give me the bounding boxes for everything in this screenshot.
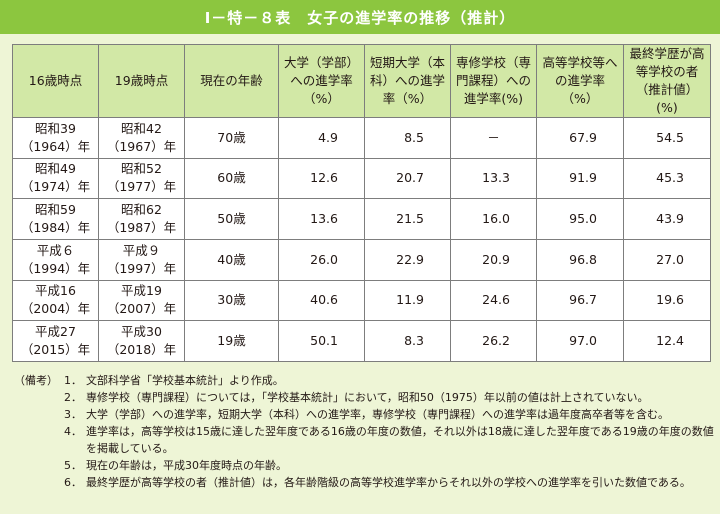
header-age19: 19歳時点 bbox=[98, 44, 185, 118]
cell-final-high-school: 12.4 bbox=[623, 320, 711, 362]
header-age16: 16歳時点 bbox=[12, 44, 99, 118]
cell-age16-year: 平成27 （2015）年 bbox=[12, 320, 99, 362]
cell-current-age: 30歳 bbox=[184, 279, 279, 322]
cell-junior-college: 8.3 bbox=[364, 320, 451, 362]
note-text: 最終学歴が高等学校の者（推計値）は，各年齢階級の高等学校進学率からそれ以外の学校… bbox=[86, 476, 691, 489]
enrollment-rate-table: 16歳時点 19歳時点 現在の年齢 大学（学部）への進学率（%） 短期大学（本科… bbox=[12, 44, 711, 362]
cell-final-high-school: 45.3 bbox=[623, 157, 711, 200]
cell-high-school: 97.0 bbox=[536, 320, 624, 362]
table-row: 昭和59 （1984）年 昭和62 （1987）年 50歳 13.6 21.5 16… bbox=[12, 198, 711, 240]
cell-final-high-school: 54.5 bbox=[623, 117, 711, 159]
header-special-school: 専修学校（専門課程）への進学率(%) bbox=[450, 44, 537, 118]
note-text: 文部科学省「学校基本統計」より作成。 bbox=[86, 374, 284, 387]
cell-high-school: 91.9 bbox=[536, 157, 624, 200]
note-item: 2． 専修学校（専門課程）については，「学校基本統計」において，昭和50（197… bbox=[14, 389, 714, 406]
cell-junior-college: 8.5 bbox=[364, 117, 451, 159]
cell-high-school: 96.7 bbox=[536, 279, 624, 322]
cell-special-school: 13.3 bbox=[450, 157, 537, 200]
cell-special-school: 24.6 bbox=[450, 279, 537, 322]
note-number: 6． bbox=[64, 476, 82, 489]
note-item: 4． 進学率は，高等学校は15歳に達した翌年度である16歳の年度の数値，それ以外… bbox=[14, 423, 714, 457]
note-item: （備考） 1． 文部科学省「学校基本統計」より作成。 bbox=[14, 372, 714, 389]
header-high-school: 高等学校等への進学率（%） bbox=[536, 44, 624, 118]
table-title: Ⅰ－特－８表 女子の進学率の推移（推計） bbox=[0, 0, 720, 34]
header-university: 大学（学部）への進学率（%） bbox=[278, 44, 365, 118]
table-row: 平成27 （2015）年 平成30 （2018）年 19歳 50.1 8.3 26.… bbox=[12, 320, 711, 362]
cell-junior-college: 22.9 bbox=[364, 238, 451, 281]
cell-age16-year: 平成16 （2004）年 bbox=[12, 279, 99, 322]
cell-current-age: 60歳 bbox=[184, 157, 279, 200]
table-row: 平成16 （2004）年 平成19 （2007）年 30歳 40.6 11.9 24… bbox=[12, 279, 711, 322]
cell-special-school: 20.9 bbox=[450, 238, 537, 281]
note-number: 5． bbox=[64, 459, 82, 472]
note-text: 大学（学部）への進学率，短期大学（本科）への進学率，専修学校（専門課程）への進学… bbox=[86, 408, 669, 421]
cell-university: 4.9 bbox=[278, 117, 365, 159]
cell-age19-year: 平成30 （2018）年 bbox=[98, 320, 185, 362]
cell-current-age: 50歳 bbox=[184, 198, 279, 240]
cell-final-high-school: 27.0 bbox=[623, 238, 711, 281]
note-item: 5． 現在の年齢は，平成30年度時点の年齢。 bbox=[14, 457, 714, 474]
table-row: 昭和49 （1974）年 昭和52 （1977）年 60歳 12.6 20.7 13… bbox=[12, 157, 711, 200]
note-item: 6． 最終学歴が高等学校の者（推計値）は，各年齢階級の高等学校進学率からそれ以外… bbox=[14, 474, 714, 491]
note-number: 3． bbox=[64, 408, 82, 421]
cell-age16-year: 昭和49 （1974）年 bbox=[12, 157, 99, 200]
note-number: 4． bbox=[64, 425, 82, 438]
note-number: 2． bbox=[64, 391, 82, 404]
cell-age19-year: 昭和52 （1977）年 bbox=[98, 157, 185, 200]
cell-age16-year: 昭和59 （1984）年 bbox=[12, 198, 99, 240]
cell-age19-year: 昭和42 （1967）年 bbox=[98, 117, 185, 159]
notes-label: （備考） bbox=[14, 374, 58, 387]
note-item: 3． 大学（学部）への進学率，短期大学（本科）への進学率，専修学校（専門課程）へ… bbox=[14, 406, 714, 423]
cell-current-age: 40歳 bbox=[184, 238, 279, 281]
cell-age19-year: 昭和62 （1987）年 bbox=[98, 198, 185, 240]
cell-final-high-school: 19.6 bbox=[623, 279, 711, 322]
cell-university: 12.6 bbox=[278, 157, 365, 200]
note-text: 進学率は，高等学校は15歳に達した翌年度である16歳の年度の数値，それ以外は18… bbox=[86, 425, 714, 455]
note-text: 専修学校（専門課程）については，「学校基本統計」において，昭和50（1975）年… bbox=[86, 391, 649, 404]
cell-age19-year: 平成９ （1997）年 bbox=[98, 238, 185, 281]
cell-university: 40.6 bbox=[278, 279, 365, 322]
cell-special-school: 16.0 bbox=[450, 198, 537, 240]
header-current-age: 現在の年齢 bbox=[184, 44, 279, 118]
cell-current-age: 19歳 bbox=[184, 320, 279, 362]
table-row: 昭和39 （1964）年 昭和42 （1967）年 70歳 4.9 8.5 － 67… bbox=[12, 117, 711, 159]
cell-special-school: 26.2 bbox=[450, 320, 537, 362]
cell-junior-college: 21.5 bbox=[364, 198, 451, 240]
cell-age16-year: 平成６ （1994）年 bbox=[12, 238, 99, 281]
table-row: 平成６ （1994）年 平成９ （1997）年 40歳 26.0 22.9 20.9… bbox=[12, 238, 711, 281]
cell-final-high-school: 43.9 bbox=[623, 198, 711, 240]
cell-university: 26.0 bbox=[278, 238, 365, 281]
cell-high-school: 96.8 bbox=[536, 238, 624, 281]
cell-special-school: － bbox=[450, 117, 537, 159]
note-number: 1． bbox=[64, 374, 82, 387]
cell-university: 50.1 bbox=[278, 320, 365, 362]
cell-university: 13.6 bbox=[278, 198, 365, 240]
cell-high-school: 95.0 bbox=[536, 198, 624, 240]
cell-age19-year: 平成19 （2007）年 bbox=[98, 279, 185, 322]
header-junior-college: 短期大学（本科）への進学率（%） bbox=[364, 44, 451, 118]
cell-high-school: 67.9 bbox=[536, 117, 624, 159]
cell-junior-college: 20.7 bbox=[364, 157, 451, 200]
note-text: 現在の年齢は，平成30年度時点の年齢。 bbox=[86, 459, 287, 472]
cell-current-age: 70歳 bbox=[184, 117, 279, 159]
cell-junior-college: 11.9 bbox=[364, 279, 451, 322]
header-row: 16歳時点 19歳時点 現在の年齢 大学（学部）への進学率（%） 短期大学（本科… bbox=[12, 44, 711, 118]
notes-section: （備考） 1． 文部科学省「学校基本統計」より作成。 2． 専修学校（専門課程）… bbox=[14, 372, 714, 491]
cell-age16-year: 昭和39 （1964）年 bbox=[12, 117, 99, 159]
header-final-high-school: 最終学歴が高等学校の者（推計値）(%) bbox=[623, 44, 711, 118]
